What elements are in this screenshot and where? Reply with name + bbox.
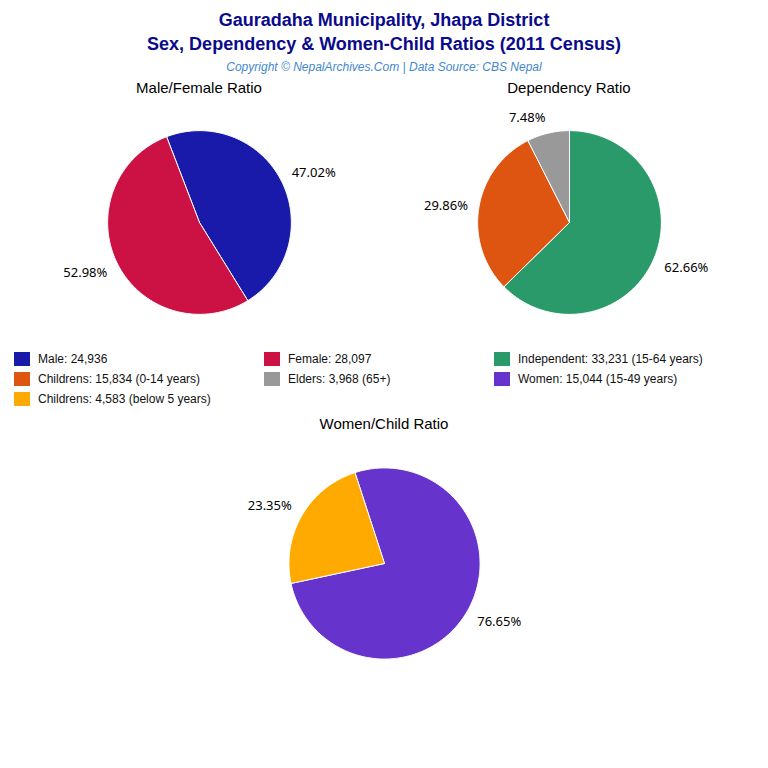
html-text:Women: 15,044 (15-49 years): Women: 15,044 (15-49 years) <box>518 372 678 386</box>
svg-text:52.98%: 52.98% <box>63 263 107 281</box>
html-text:Gauradaha Municipality, Jhapa: Gauradaha Municipality, Jhapa District <box>218 10 550 30</box>
svg-text:76.65%: 76.65% <box>477 612 521 630</box>
html-text:Dependency Ratio: Dependency Ratio <box>507 79 631 96</box>
html-text:Childrens: 4,583 (below 5 year: Childrens: 4,583 (below 5 years) <box>38 392 211 406</box>
svg-text:23.35%: 23.35% <box>248 496 292 514</box>
html-text:Copyright © NepalArchives.Com: Copyright © NepalArchives.Com | Data Sou… <box>226 60 542 74</box>
html-text:Sex, Dependency & Women-Child: Sex, Dependency & Women-Child Ratios (20… <box>147 34 621 54</box>
svg-text:47.02%: 47.02% <box>292 163 336 181</box>
html-text:Female: 28,097: Female: 28,097 <box>288 352 372 366</box>
html-text:Male/Female Ratio: Male/Female Ratio <box>136 79 262 96</box>
svg-text:62.66%: 62.66% <box>664 258 708 276</box>
svg-text:7.48%: 7.48% <box>509 108 546 126</box>
svg-text:29.86%: 29.86% <box>424 196 468 214</box>
html-text:Elders: 3,968 (65+): Elders: 3,968 (65+) <box>288 372 391 386</box>
html-text:Childrens: 15,834 (0-14 years): Childrens: 15,834 (0-14 years) <box>38 372 201 386</box>
html-text:Independent: 33,231 (15-64 yea: Independent: 33,231 (15-64 years) <box>518 352 703 366</box>
html-text:Women/Child Ratio: Women/Child Ratio <box>319 415 449 432</box>
html-text:Male: 24,936: Male: 24,936 <box>38 352 108 366</box>
